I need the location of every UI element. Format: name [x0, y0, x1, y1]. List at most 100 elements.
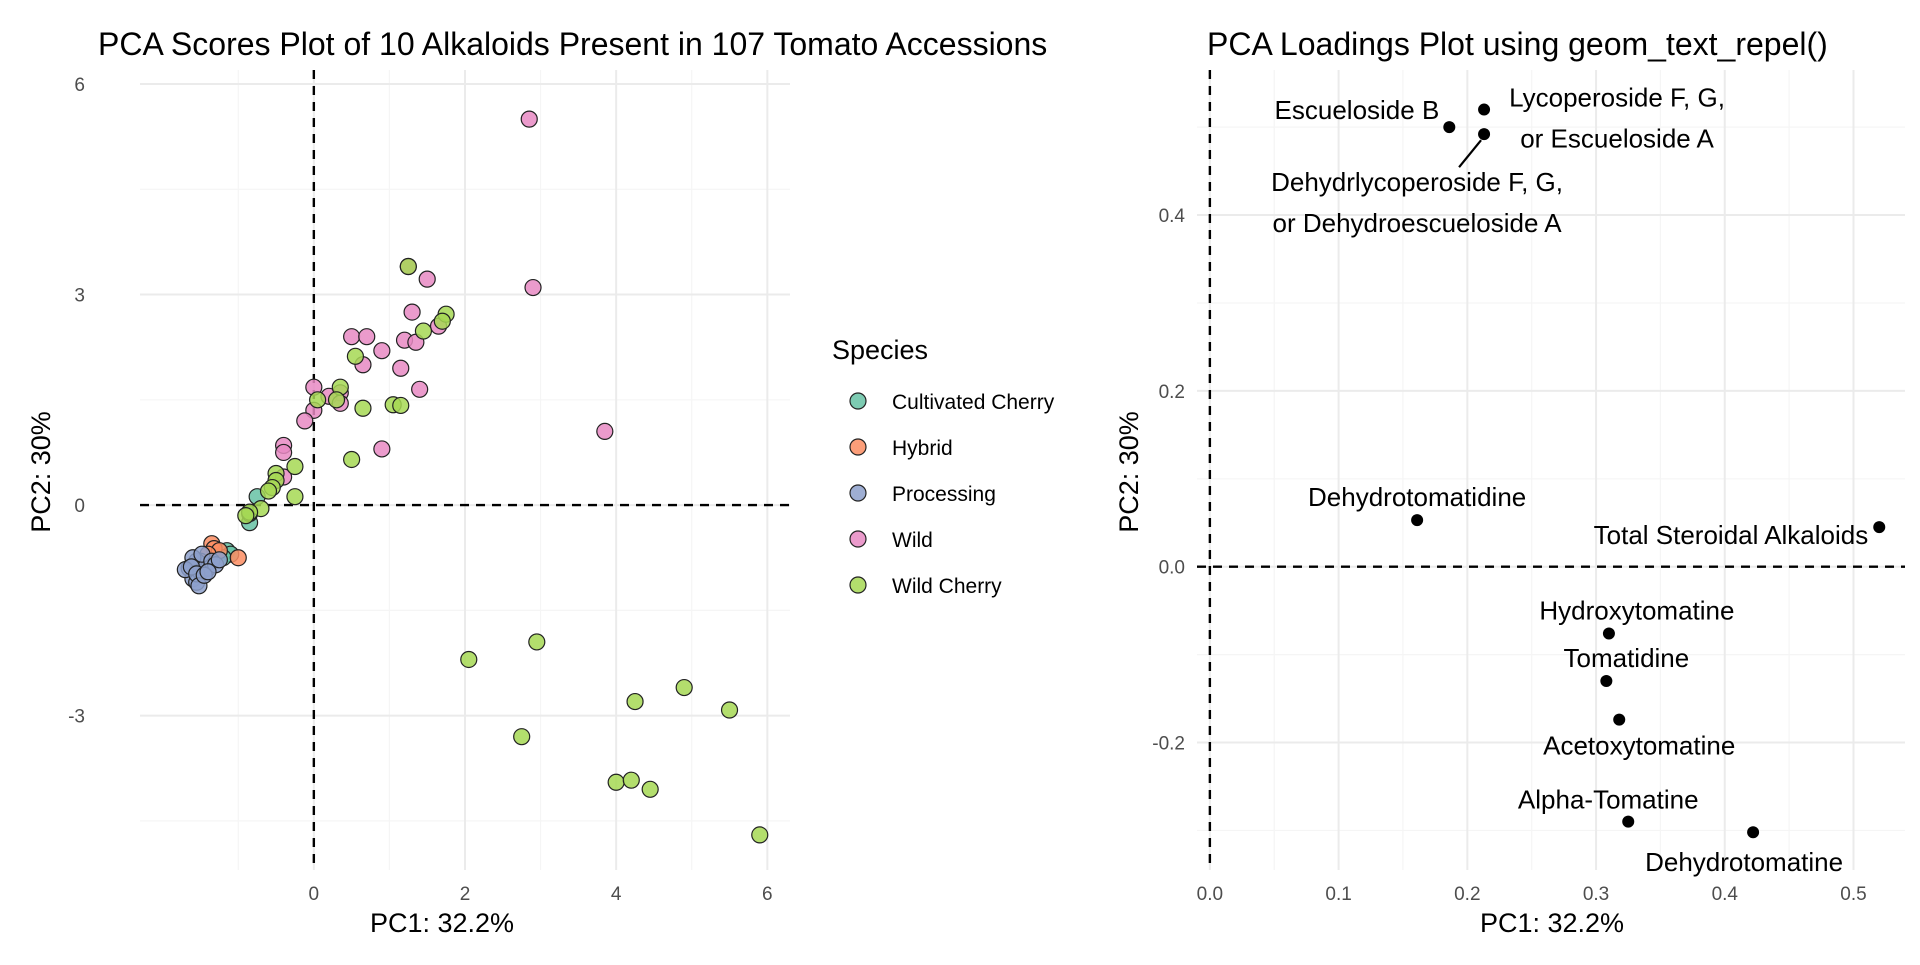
legend-key-cultivated-cherry: [849, 392, 867, 410]
point-wild-cherry: [433, 312, 451, 330]
x-tick-label: 0.3: [1583, 884, 1609, 905]
loading-label-acetoxytomatine: Acetoxytomatine: [1543, 731, 1735, 761]
point-wild-cherry: [286, 457, 304, 476]
legend-key-hybrid: [849, 438, 867, 456]
point-wild-cherry: [399, 257, 417, 276]
point-wild-cherry: [460, 650, 478, 669]
point-wild: [373, 440, 391, 458]
scores-gridlines: [140, 70, 790, 870]
point-processing: [199, 563, 217, 581]
point-wild-cherry: [392, 396, 410, 415]
point-wild-cherry: [346, 347, 365, 365]
point-hybrid: [229, 549, 247, 567]
loading-point-dehydrotomatine: [1747, 826, 1760, 839]
y-tick-label: -3: [68, 707, 85, 728]
x-tick-label: 0.0: [1197, 884, 1223, 905]
x-tick-label: 2: [460, 884, 471, 905]
x-tick-label: 0.4: [1712, 884, 1739, 905]
loading-label-alpha-tomatine: Alpha-Tomatine: [1518, 785, 1699, 815]
loading-label-total-steroidal-alkaloids: Total Steroidal Alkaloids: [1594, 520, 1869, 550]
loading-label-lycoperoside-f-g: Lycoperoside F, G, or Escueloside A: [1509, 83, 1725, 154]
scores-y-tick-labels: -3 0 3 6: [68, 75, 85, 728]
loadings-reference-lines: [1197, 70, 1905, 870]
point-wild-cherry: [259, 482, 278, 500]
point-wild-cherry: [528, 633, 546, 651]
loading-label-dehydrlycoperoside-f-g: Dehydrlycoperoside F, G, or Dehydroescuel…: [1271, 167, 1563, 238]
y-tick-label: -0.2: [1152, 734, 1185, 755]
y-tick-label: 6: [74, 75, 85, 96]
point-wild-cherry: [309, 391, 327, 409]
loadings-y-tick-labels: -0.2 0.0 0.2 0.4: [1152, 206, 1185, 754]
legend-key-wild: [849, 530, 867, 548]
legend-items: Cultivated Cherry Hybrid Processing Wild Wil…: [849, 391, 1055, 598]
point-wild: [373, 342, 391, 360]
point-wild: [411, 380, 429, 398]
point-wild: [524, 278, 542, 297]
loadings-x-tick-labels: 0.0 0.1 0.2 0.3 0.4 0.5: [1197, 884, 1867, 905]
loadings-title: PCA Loadings Plot using geom_text_repel(…: [1207, 26, 1828, 62]
point-wild-cherry: [720, 701, 739, 719]
y-tick-label: 3: [74, 286, 85, 307]
point-wild-cherry: [751, 826, 769, 844]
loading-point-hydroxytomatine: [1602, 627, 1615, 640]
legend-label-processing: Processing: [892, 483, 996, 506]
loading-label-dehydrotomatidine: Dehydrotomatidine: [1308, 482, 1526, 512]
loading-point-dehydrlycoperoside-f-g: [1478, 128, 1491, 141]
x-tick-label: 0: [309, 884, 320, 905]
scores-points: [176, 110, 769, 844]
point-wild-cherry: [414, 322, 433, 340]
point-wild: [418, 270, 436, 288]
x-tick-label: 4: [611, 884, 622, 905]
point-wild-cherry: [622, 771, 640, 789]
loading-label-hydroxytomatine: Hydroxytomatine: [1539, 596, 1734, 626]
point-processing: [210, 551, 228, 569]
loadings-x-axis-title: PC1: 32.2%: [1480, 908, 1624, 938]
point-wild-cherry: [237, 507, 255, 525]
x-tick-label: 0.5: [1840, 884, 1866, 905]
x-tick-label: 6: [762, 884, 773, 905]
y-tick-label: 0.0: [1159, 558, 1185, 579]
loadings-labels: Escueloside B Lycoperoside F, G, or Escuel…: [1271, 83, 1868, 878]
point-wild: [275, 443, 293, 462]
connector-dehydrlycoperoside-f-g: [1458, 139, 1482, 168]
point-wild: [358, 328, 376, 346]
legend-title: Species: [832, 335, 928, 365]
legend-label-cultivated-cherry: Cultivated Cherry: [892, 391, 1055, 414]
y-tick-label: 0.4: [1159, 206, 1186, 227]
point-wild-cherry: [343, 450, 361, 469]
point-wild-cherry: [354, 399, 372, 417]
legend-key-wild-cherry: [849, 576, 867, 594]
loadings-gridlines: [1197, 70, 1905, 870]
loading-point-lycoperoside-f-g: [1478, 103, 1491, 116]
loadings-label-connectors: [1458, 139, 1482, 168]
point-wild: [520, 110, 538, 128]
point-wild: [392, 359, 410, 377]
loadings-y-axis-title: PC2: 30%: [1114, 411, 1144, 533]
point-wild: [596, 422, 614, 441]
point-wild-cherry: [675, 678, 693, 697]
point-wild-cherry: [513, 728, 531, 746]
point-wild-cherry: [626, 692, 644, 711]
y-tick-label: 0.2: [1159, 382, 1185, 403]
scores-y-axis-title: PC2: 30%: [26, 411, 56, 533]
y-tick-label: 0: [74, 496, 85, 517]
legend-label-hybrid: Hybrid: [892, 437, 953, 460]
loading-point-alpha-tomatine: [1622, 815, 1635, 828]
loading-point-total-steroidal-alkaloids: [1873, 521, 1886, 534]
scores-reference-lines: [140, 70, 790, 870]
loadings-points: [1411, 103, 1886, 839]
species-legend: Species Cultivated Cherry Hybrid Processin…: [832, 335, 1055, 598]
loading-label-dehydrotomatine: Dehydrotomatine: [1645, 847, 1843, 877]
point-wild-cherry: [607, 773, 625, 791]
scores-title: PCA Scores Plot of 10 Alkaloids Present …: [98, 26, 1047, 62]
loading-point-escueloside-b: [1443, 121, 1456, 134]
x-tick-label: 0.2: [1454, 884, 1480, 905]
scores-x-tick-labels: 0 2 4 6: [309, 884, 773, 905]
loading-label-escueloside-b: Escueloside B: [1275, 95, 1440, 125]
loading-point-acetoxytomatine: [1613, 713, 1626, 726]
x-tick-label: 0.1: [1325, 884, 1351, 905]
point-wild-cherry: [286, 488, 304, 506]
loading-point-dehydrotomatidine: [1411, 514, 1424, 527]
